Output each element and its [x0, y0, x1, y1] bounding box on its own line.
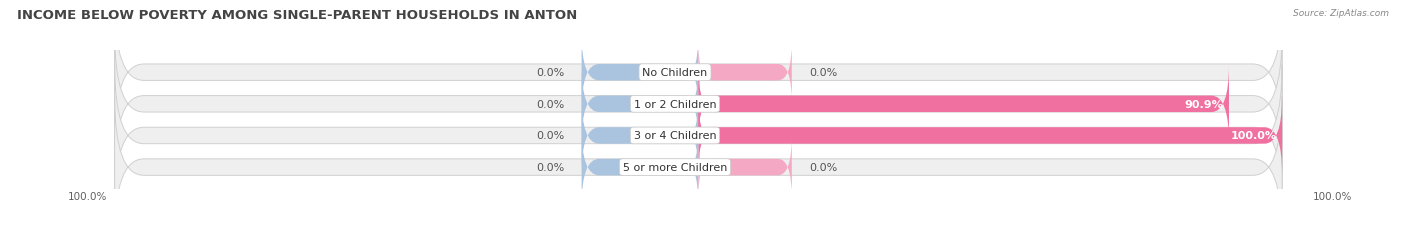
Text: 1 or 2 Children: 1 or 2 Children: [634, 99, 716, 109]
FancyBboxPatch shape: [582, 97, 699, 175]
Text: Source: ZipAtlas.com: Source: ZipAtlas.com: [1294, 9, 1389, 18]
Text: 100.0%: 100.0%: [67, 191, 107, 201]
Text: 0.0%: 0.0%: [810, 162, 838, 172]
Text: No Children: No Children: [643, 68, 707, 78]
FancyBboxPatch shape: [699, 138, 792, 197]
Text: 3 or 4 Children: 3 or 4 Children: [634, 131, 716, 141]
FancyBboxPatch shape: [582, 65, 699, 143]
Text: 0.0%: 0.0%: [536, 162, 564, 172]
Text: 0.0%: 0.0%: [536, 68, 564, 78]
Text: 100.0%: 100.0%: [1230, 131, 1277, 141]
FancyBboxPatch shape: [699, 65, 1229, 143]
FancyBboxPatch shape: [115, 65, 1282, 207]
FancyBboxPatch shape: [115, 97, 1282, 231]
FancyBboxPatch shape: [699, 97, 1282, 175]
FancyBboxPatch shape: [115, 2, 1282, 143]
FancyBboxPatch shape: [699, 43, 792, 103]
Text: INCOME BELOW POVERTY AMONG SINGLE-PARENT HOUSEHOLDS IN ANTON: INCOME BELOW POVERTY AMONG SINGLE-PARENT…: [17, 9, 576, 22]
Text: 0.0%: 0.0%: [536, 99, 564, 109]
FancyBboxPatch shape: [582, 128, 699, 207]
FancyBboxPatch shape: [115, 34, 1282, 175]
Text: 5 or more Children: 5 or more Children: [623, 162, 727, 172]
FancyBboxPatch shape: [582, 34, 699, 112]
Text: 0.0%: 0.0%: [536, 131, 564, 141]
Text: 90.9%: 90.9%: [1184, 99, 1223, 109]
Text: 0.0%: 0.0%: [810, 68, 838, 78]
Text: 100.0%: 100.0%: [1313, 191, 1353, 201]
